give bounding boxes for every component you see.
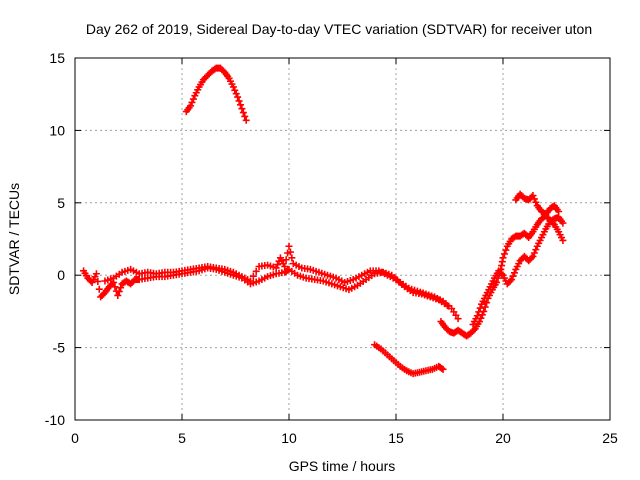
data-point	[232, 90, 240, 98]
data-point	[235, 97, 243, 105]
y-tick-label: -5	[53, 340, 66, 356]
data-point	[229, 83, 237, 91]
data-point	[188, 98, 196, 106]
data-point	[238, 105, 246, 113]
grid	[75, 58, 610, 420]
data-point	[284, 266, 292, 274]
data-point	[509, 272, 517, 280]
x-tick-label: 15	[388, 430, 404, 446]
data-point	[111, 283, 119, 291]
data-point	[252, 267, 260, 275]
data-point	[493, 278, 501, 286]
series-arc-main-b	[101, 242, 451, 310]
y-tick-label: 10	[49, 122, 65, 138]
data-point	[94, 277, 102, 285]
data-point	[555, 207, 563, 215]
data-point	[231, 86, 239, 94]
x-tick-label: 0	[71, 430, 79, 446]
data-point	[499, 254, 507, 262]
axis-ticks: 0 5 10 15 20 25 -10 -5 0 5 10 15	[45, 50, 618, 446]
data-point	[114, 291, 122, 299]
series-arc-upper-right	[512, 190, 563, 218]
data-point	[92, 270, 100, 278]
data-point	[530, 195, 538, 203]
series-arc-low-midday	[371, 341, 447, 378]
data-point	[528, 254, 536, 262]
data-point	[529, 192, 537, 200]
data-point	[476, 304, 484, 312]
data-point	[246, 277, 254, 285]
data-point	[189, 95, 197, 103]
y-tick-label: 0	[57, 267, 65, 283]
data-point	[530, 249, 538, 257]
data-points	[80, 64, 567, 378]
data-point	[286, 248, 294, 256]
chart-title: Day 262 of 2019, Sidereal Day-to-day VTE…	[86, 21, 592, 37]
x-tick-label: 10	[281, 430, 297, 446]
data-point	[559, 236, 567, 244]
data-point	[234, 93, 242, 101]
data-point	[438, 364, 446, 372]
data-point	[502, 246, 510, 254]
data-point	[443, 302, 451, 310]
data-point	[532, 198, 540, 206]
data-point	[475, 308, 483, 316]
data-point	[473, 312, 481, 320]
data-point	[439, 365, 447, 373]
data-point	[117, 284, 125, 292]
data-point	[508, 276, 516, 284]
data-point	[187, 102, 195, 110]
x-tick-label: 25	[602, 430, 618, 446]
data-point	[115, 288, 123, 296]
data-point	[288, 254, 296, 262]
y-tick-label: 15	[49, 50, 65, 66]
data-point	[481, 303, 489, 311]
x-axis-title: GPS time / hours	[289, 458, 396, 474]
data-point	[454, 315, 462, 323]
y-tick-label: 5	[57, 195, 65, 211]
data-point	[506, 277, 514, 285]
x-tick-label: 20	[495, 430, 511, 446]
data-point	[559, 219, 567, 227]
data-point	[241, 112, 249, 120]
data-point	[483, 299, 491, 307]
data-point	[532, 246, 540, 254]
data-point	[281, 263, 289, 271]
data-point	[239, 109, 247, 117]
data-point	[242, 116, 250, 124]
data-point	[510, 269, 518, 277]
plot-frame	[74, 57, 611, 421]
data-point	[249, 272, 257, 280]
data-point	[478, 311, 486, 319]
y-tick-label: -10	[45, 412, 65, 428]
data-point	[285, 242, 293, 250]
data-point	[282, 256, 290, 264]
data-point	[272, 264, 280, 272]
series-arc-high-early	[182, 64, 250, 124]
data-point	[529, 252, 537, 260]
data-point	[236, 101, 244, 109]
data-point	[498, 270, 506, 278]
data-point	[95, 285, 103, 293]
data-point	[500, 250, 508, 258]
y-axis-title: SDTVAR / TECUs	[6, 183, 22, 295]
series-arc-dip-inner	[469, 213, 567, 328]
x-tick-label: 5	[178, 430, 186, 446]
data-point	[274, 261, 282, 269]
